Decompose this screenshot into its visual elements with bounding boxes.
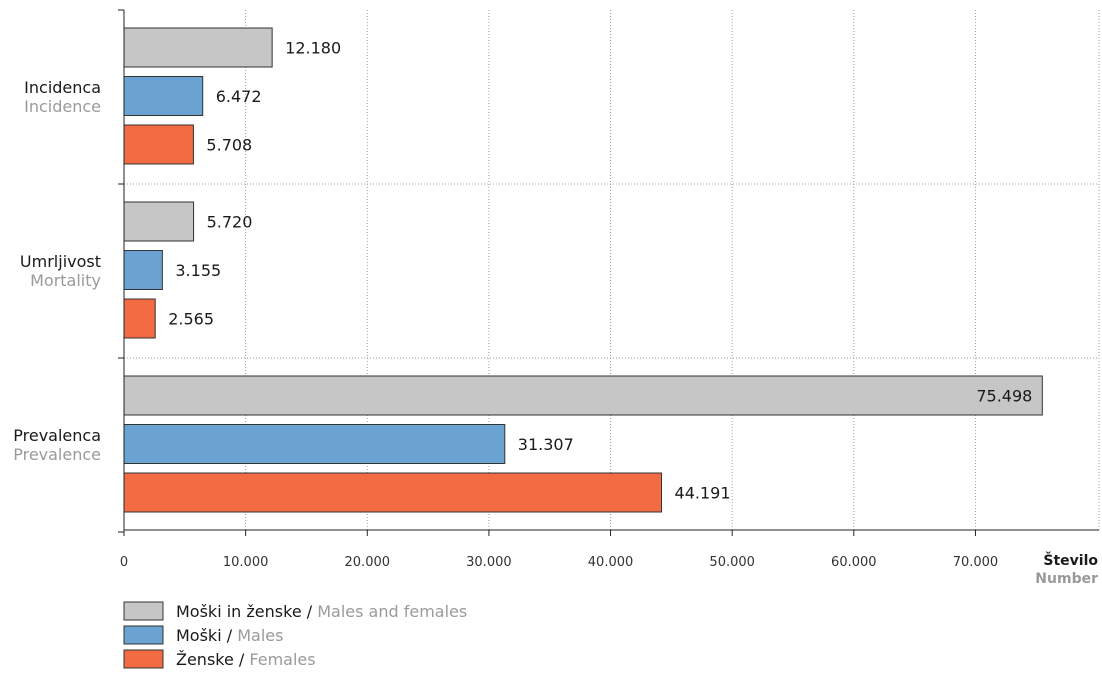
category-label: Incidenca [24, 78, 101, 97]
data-label: 75.498 [976, 387, 1032, 406]
data-label: 6.472 [216, 87, 262, 106]
data-label: 5.708 [206, 136, 252, 155]
x-axis-title: Število [1043, 551, 1098, 569]
bar [123, 27, 273, 68]
bar [123, 250, 163, 290]
legend-swatch [123, 625, 164, 645]
category-label-en: Mortality [30, 271, 101, 290]
bar [123, 424, 506, 464]
x-tick-label: 70.000 [953, 555, 999, 570]
data-label: 44.191 [675, 484, 731, 503]
data-label: 2.565 [168, 310, 214, 329]
legend-swatch [123, 649, 164, 669]
x-tick-label: 40.000 [588, 555, 634, 570]
data-label: 5.720 [207, 213, 253, 232]
x-tick-label: 50.000 [709, 555, 755, 570]
data-label: 31.307 [518, 435, 574, 454]
x-tick-label: 30.000 [466, 555, 512, 570]
x-axis-title-en: Number [1035, 571, 1098, 587]
legend-swatch [123, 601, 164, 621]
category-label-en: Prevalence [13, 445, 101, 464]
x-tick-label: 10.000 [223, 555, 269, 570]
x-tick-label: 20.000 [345, 555, 391, 570]
category-label: Umrljivost [20, 252, 101, 271]
legend-label: Moški in ženske / Males and females [176, 602, 467, 621]
legend-label: Ženske / Females [176, 650, 316, 669]
data-label: 12.180 [285, 39, 341, 58]
bars [123, 27, 1043, 513]
bar [123, 201, 195, 242]
labels: 0 10.000 20.000 30.000 40.000 50.000 60.000 70.… [13, 39, 1098, 588]
gridlines [124, 10, 1100, 530]
category-label-en: Incidence [24, 97, 101, 116]
legend-label: Moški / Males [176, 626, 283, 645]
category-label: Prevalenca [13, 426, 101, 445]
bar [123, 76, 204, 116]
data-label: 3.155 [175, 261, 221, 280]
bar [123, 375, 1043, 416]
axes [118, 9, 1099, 536]
bar [123, 124, 194, 165]
x-tick-label: 0 [120, 555, 128, 570]
bar [123, 298, 156, 339]
x-tick-label: 60.000 [831, 555, 877, 570]
legend: Moški in ženske / Males and females Moški… [123, 601, 467, 669]
bar [123, 472, 663, 513]
